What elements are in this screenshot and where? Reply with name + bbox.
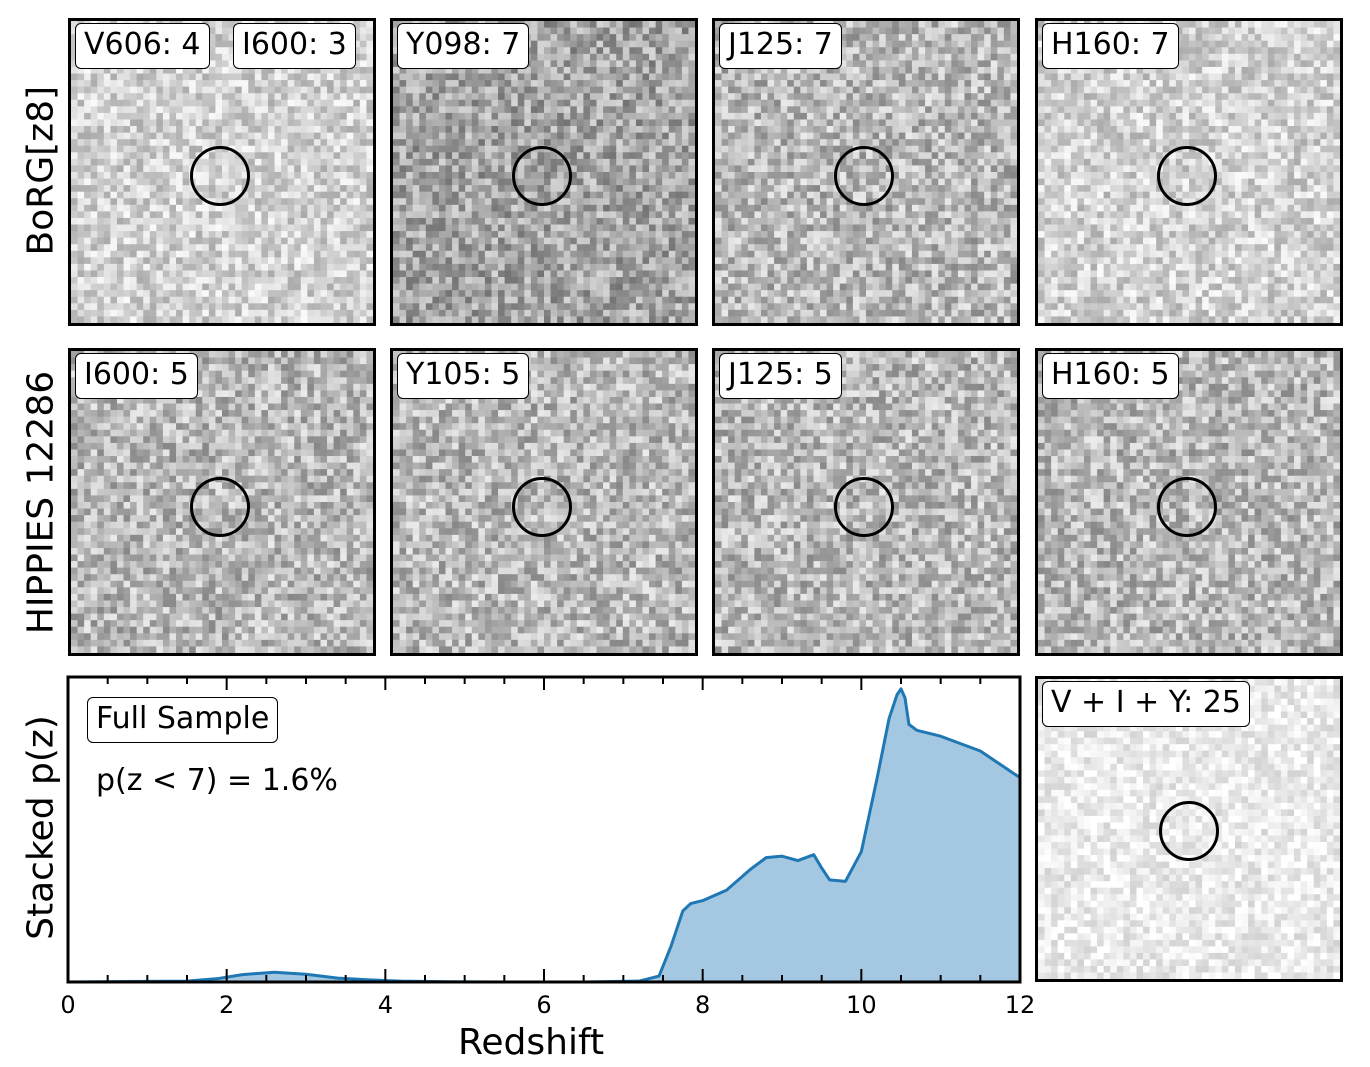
pz-line [67,687,1021,984]
cutout-borg-y098: Y098: 7 [390,18,698,326]
band-label: V606: 4 [75,23,210,69]
band-label: H160: 5 [1042,353,1179,399]
source-circle [512,477,572,537]
source-circle [1157,477,1217,537]
x-tick-label: 10 [846,991,877,1019]
x-tick-label: 4 [378,991,393,1019]
source-circle [190,146,250,206]
band-label: H160: 7 [1042,23,1179,69]
y-axis-label: Stacked p(z) [20,715,62,940]
pz-annotation: p(z < 7) = 1.6% [96,763,338,798]
band-label: Y105: 5 [397,353,530,399]
cutout-hippies-j125: J125: 5 [712,348,1020,656]
source-circle [834,146,894,206]
cutout-stack-vIY: V + I + Y: 25 [1035,676,1343,982]
x-tick-label: 0 [60,991,75,1019]
x-tick-label: 8 [695,991,710,1019]
band-label: I600: 5 [75,353,198,399]
band-label: Y098: 7 [397,23,530,69]
source-circle [190,477,250,537]
x-tick-label: 6 [536,991,551,1019]
pz-plot: 0 2 4 6 8 10 12 [60,675,1035,1019]
x-tick-label: 12 [1005,991,1036,1019]
cutout-borg-v606-i600: V606: 4 I600: 3 [68,18,376,326]
band-label: J125: 5 [719,353,842,399]
cutout-image [393,21,695,323]
x-tick-label: 2 [219,991,234,1019]
row-label-borg: BoRG[z8] [20,85,62,256]
cutout-image [71,21,373,323]
cutout-borg-j125: J125: 7 [712,18,1020,326]
band-label: J125: 7 [719,23,842,69]
cutout-hippies-h160: H160: 5 [1035,348,1343,656]
band-label: I600: 3 [233,23,356,69]
cutout-hippies-y105: Y105: 5 [390,348,698,656]
cutout-borg-h160: H160: 7 [1035,18,1343,326]
stacked-pz-chart: 0 2 4 6 8 10 12 Full Sample p(z < 7) = 1.6% [60,675,1035,1019]
source-circle [834,477,894,537]
source-circle [1157,146,1217,206]
pz-area [68,688,1020,982]
band-label: V + I + Y: 25 [1042,681,1250,727]
cutout-image [71,351,373,653]
source-circle [512,146,572,206]
row-label-hippies: HIPPIES 12286 [20,370,62,635]
cutout-hippies-i600: I600: 5 [68,348,376,656]
x-axis-label: Redshift [458,1022,605,1063]
sample-label: Full Sample [87,697,279,743]
source-circle [1159,801,1219,861]
